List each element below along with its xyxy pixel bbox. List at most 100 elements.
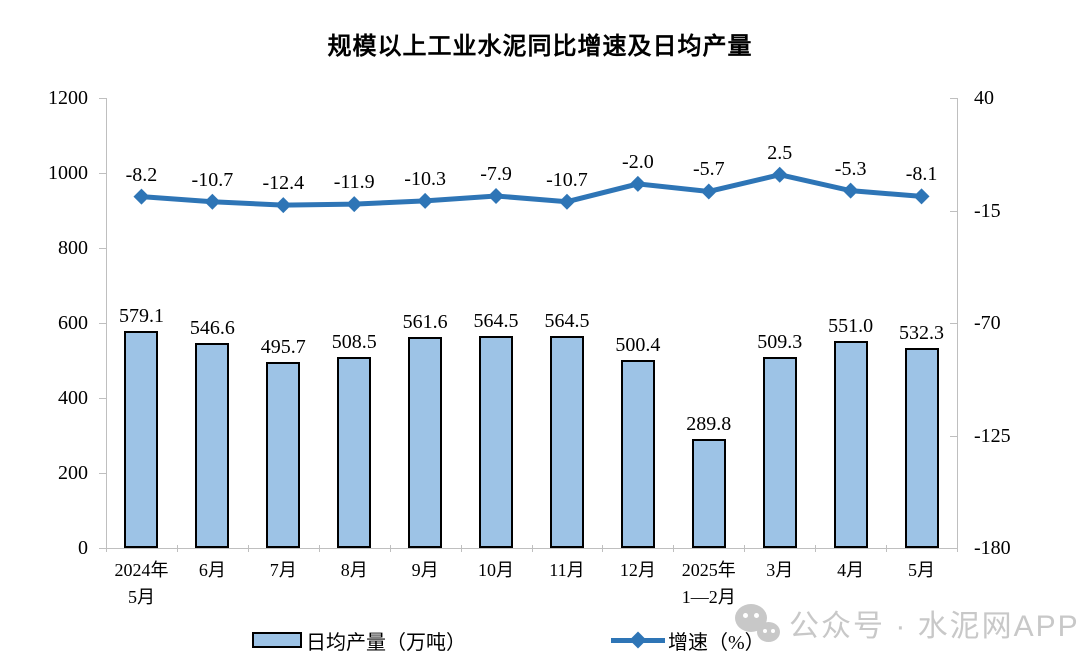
right-axis-tick-label: 40 [974,87,994,109]
x-axis-tick [602,545,604,552]
line-diamond-marker [133,188,150,205]
line-legend-swatch [611,631,665,649]
left-axis-tick-label: 200 [58,462,88,484]
x-axis-tick [957,545,958,552]
bar-value-label: 495.7 [260,336,306,359]
left-axis-tick [99,98,106,99]
bar [691,439,726,548]
x-axis-label: 11月 [549,560,585,580]
line-point-label: -5.7 [692,158,725,181]
line-diamond-marker [558,193,575,210]
bar [408,337,443,548]
line-point-label: -10.7 [191,168,234,191]
left-axis-line [106,98,107,548]
line-point-label: -8.2 [125,163,158,186]
bar-value-label: 500.4 [615,334,661,357]
x-axis-tick [673,545,675,552]
right-axis-line [957,98,958,548]
left-axis-tick [99,323,106,324]
line-point-label: -7.9 [480,162,512,185]
x-axis-tick [389,545,391,552]
left-axis-tick-label: 400 [58,387,88,409]
bar [479,336,514,548]
left-axis-tick [99,248,106,249]
left-axis-tick-label: 1000 [48,162,88,184]
line-diamond-marker [204,193,221,210]
line-diamond-marker [629,175,646,192]
bar [195,343,230,548]
watermark: 公众号 · 水泥网APP [735,600,1080,646]
wechat-bubble-small [757,622,780,642]
bar-value-label: 561.6 [402,311,448,334]
bar-value-label: 579.1 [118,304,164,327]
x-axis-label: 4月 [837,560,865,580]
line-diamond-marker [346,196,363,213]
bar-value-label: 564.5 [473,310,519,333]
left-axis-tick-label: 800 [58,237,88,259]
growth-line [141,172,922,208]
x-axis-tick [744,545,746,552]
line-diamond-marker [771,166,788,183]
line-legend-label: 增速（%） [668,632,765,654]
x-axis-label: 12月 [619,560,656,580]
x-axis-tick [176,545,178,552]
right-axis-tick-label: -180 [974,537,1011,559]
left-axis-tick [99,548,106,549]
right-axis-tick-label: -125 [974,424,1011,447]
x-axis-label: 8月 [340,560,368,580]
bar [266,362,301,548]
bar [762,357,797,548]
bar [549,336,584,548]
line-point-label: -12.4 [262,172,305,195]
bar [620,360,655,548]
line-diamond-marker [417,192,434,209]
bar-value-label: 551.0 [828,315,874,338]
line-point-label: -10.3 [404,167,446,190]
left-axis-tick-label: 600 [58,312,88,334]
bar-legend-label: 日均产量（万吨） [306,632,466,654]
x-axis-tick [531,545,533,552]
line-point-label: -10.7 [546,168,588,191]
line-point-label: -2.0 [622,150,654,173]
x-axis-tick [318,545,320,552]
x-axis-tick [886,545,888,552]
x-axis-tick [106,545,107,552]
line-diamond-marker [700,183,717,200]
x-axis-label: 3月 [766,560,794,580]
x-axis-label: 9月 [411,560,439,580]
x-axis-label: 10月 [478,560,515,580]
right-axis-tick-label: -15 [974,199,1001,222]
chart-title: 规模以上工业水泥同比增速及日均产量 [327,33,753,60]
right-axis-tick-label: -70 [974,312,1001,334]
right-axis-tick [950,210,957,212]
x-axis-label: 2025年 1—2月 [681,560,736,607]
bar-value-label: 564.5 [544,310,590,333]
watermark-text: 公众号 · 水泥网APP [789,610,1080,643]
line-diamond-marker [488,187,505,204]
x-axis-tick [815,545,817,552]
line-point-label: -8.1 [905,163,938,186]
bar [833,341,868,548]
bar-legend-swatch [252,632,302,648]
left-axis-tick-label: 1200 [48,87,88,109]
bar-value-label: 289.8 [686,413,732,436]
line-diamond-marker [842,182,859,199]
x-axis-label: 6月 [198,560,226,580]
line-legend-diamond-marker [629,631,647,649]
left-axis-tick [99,173,106,174]
left-axis-tick [99,473,106,474]
right-axis-tick [950,98,957,99]
line-diamond-marker [913,188,930,205]
x-axis-label: 2024年 5月 [114,560,169,607]
left-axis-tick-label: 0 [78,537,88,559]
line-point-label: 2.5 [767,141,793,164]
line-diamond-marker [275,197,292,214]
bar [337,357,372,548]
bar-value-label: 509.3 [757,331,803,353]
x-axis-tick [460,545,462,552]
right-axis-tick [950,435,957,437]
x-axis-label: 5月 [908,560,936,580]
line-point-label: -5.3 [834,157,867,180]
left-axis-tick [99,398,106,399]
